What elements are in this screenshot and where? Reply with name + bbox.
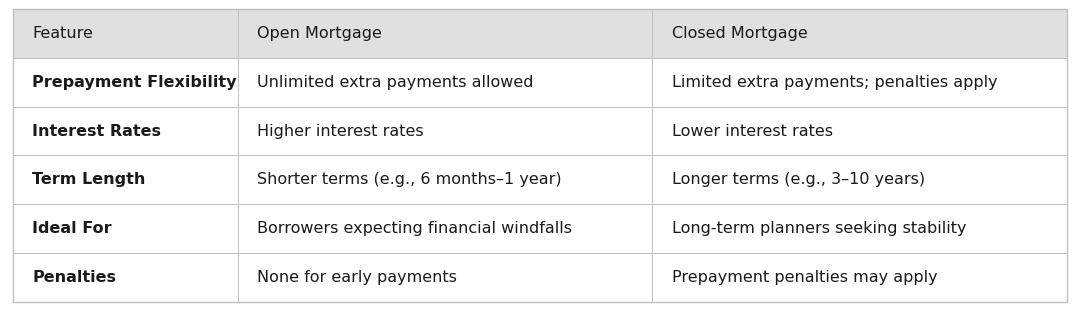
- Bar: [13, 204, 238, 253]
- Bar: [238, 58, 652, 107]
- Text: Limited extra payments; penalties apply: Limited extra payments; penalties apply: [672, 75, 998, 90]
- Text: Unlimited extra payments allowed: Unlimited extra payments allowed: [257, 75, 534, 90]
- Bar: [652, 9, 1067, 58]
- Bar: [238, 156, 652, 204]
- Bar: [238, 204, 652, 253]
- Text: Open Mortgage: Open Mortgage: [257, 26, 382, 41]
- Text: Feature: Feature: [32, 26, 93, 41]
- Bar: [652, 58, 1067, 107]
- Bar: [238, 107, 652, 156]
- Bar: [238, 253, 652, 302]
- Text: Prepayment penalties may apply: Prepayment penalties may apply: [672, 270, 937, 285]
- Bar: [13, 107, 238, 156]
- Bar: [652, 253, 1067, 302]
- Bar: [652, 204, 1067, 253]
- Bar: [238, 9, 652, 58]
- Text: Ideal For: Ideal For: [32, 221, 112, 236]
- Bar: [13, 9, 238, 58]
- Text: Lower interest rates: Lower interest rates: [672, 124, 833, 139]
- Text: Long-term planners seeking stability: Long-term planners seeking stability: [672, 221, 967, 236]
- Text: Borrowers expecting financial windfalls: Borrowers expecting financial windfalls: [257, 221, 572, 236]
- Text: Closed Mortgage: Closed Mortgage: [672, 26, 808, 41]
- Bar: [13, 156, 238, 204]
- Text: Term Length: Term Length: [32, 172, 146, 187]
- Bar: [652, 156, 1067, 204]
- Text: Interest Rates: Interest Rates: [32, 124, 161, 139]
- Bar: [652, 107, 1067, 156]
- Bar: [13, 58, 238, 107]
- Text: Longer terms (e.g., 3–10 years): Longer terms (e.g., 3–10 years): [672, 172, 924, 187]
- Text: None for early payments: None for early payments: [257, 270, 457, 285]
- Bar: [13, 253, 238, 302]
- Text: Higher interest rates: Higher interest rates: [257, 124, 423, 139]
- Text: Penalties: Penalties: [32, 270, 117, 285]
- Text: Shorter terms (e.g., 6 months–1 year): Shorter terms (e.g., 6 months–1 year): [257, 172, 562, 187]
- Text: Prepayment Flexibility: Prepayment Flexibility: [32, 75, 237, 90]
